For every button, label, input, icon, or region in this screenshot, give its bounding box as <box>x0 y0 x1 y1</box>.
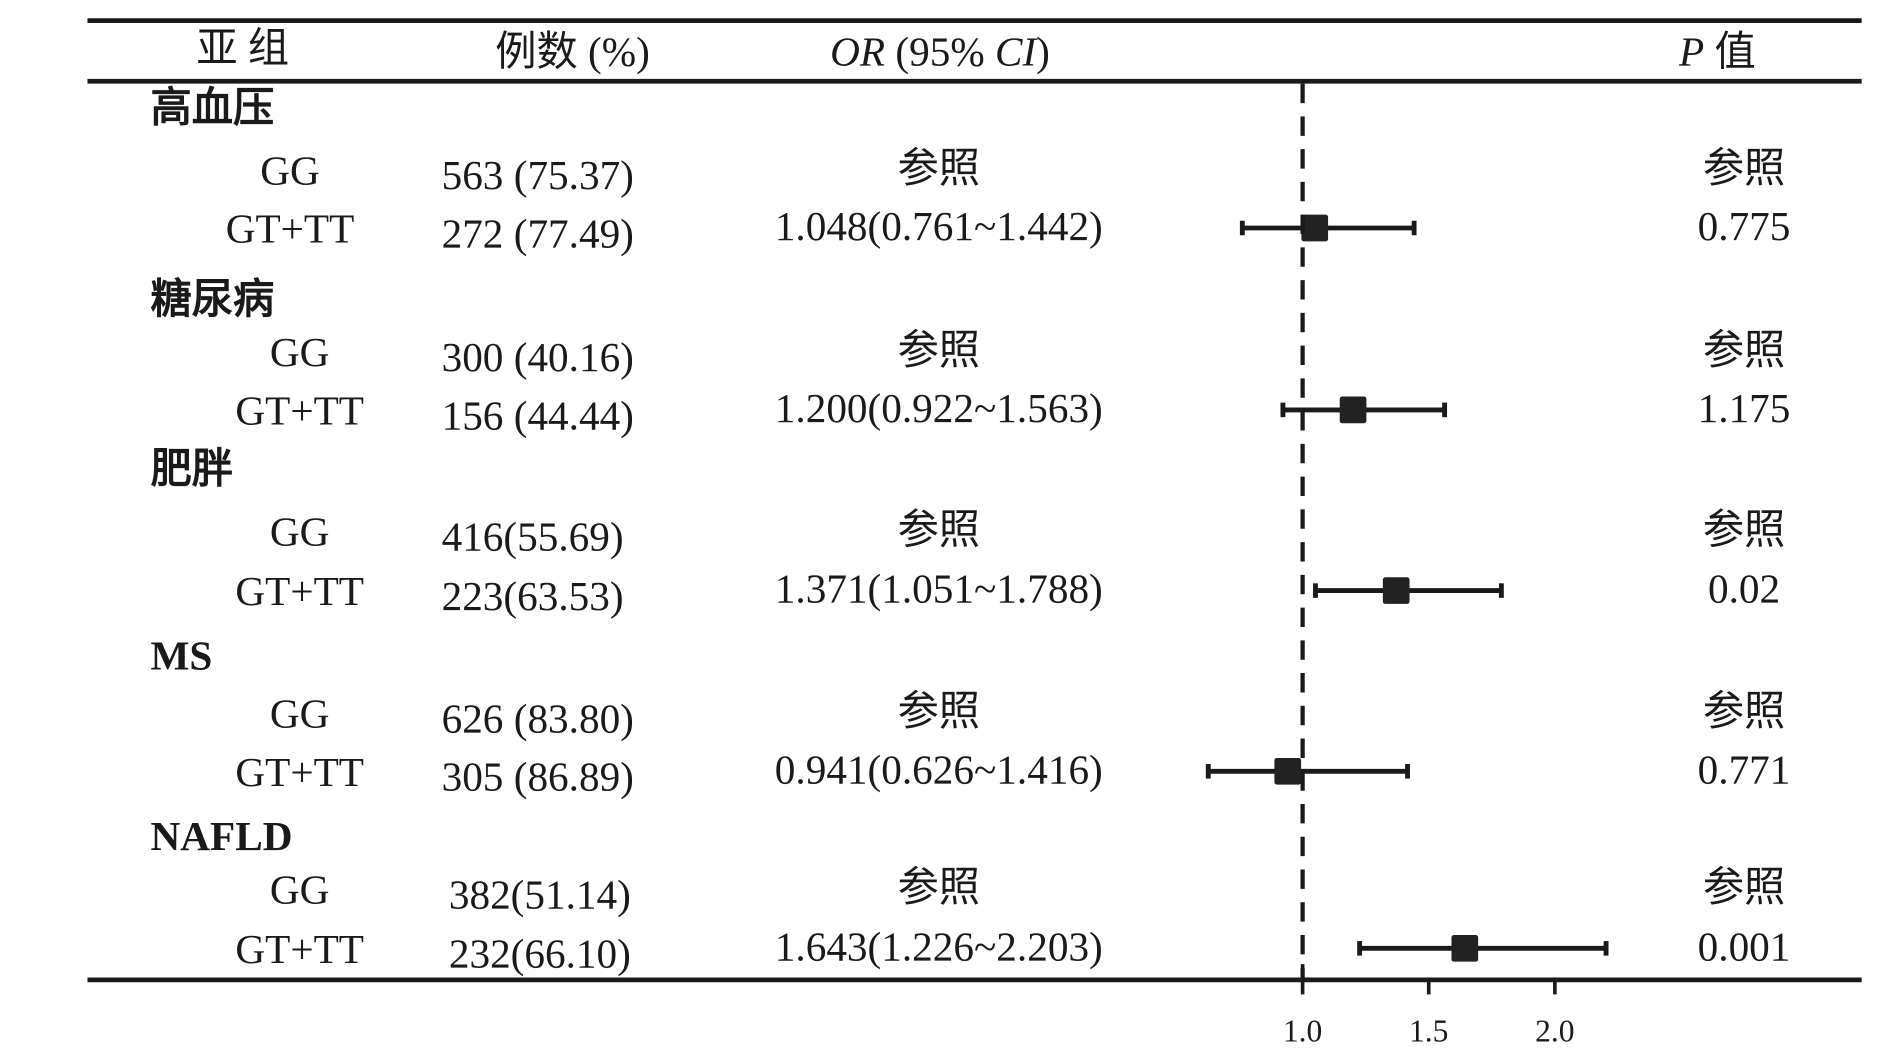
cases-cell: 305 (86.89) <box>442 754 634 801</box>
header-or-end: ) <box>1036 28 1050 75</box>
or-ci-cell: 参照 <box>898 506 980 552</box>
header-or-mid: (95% <box>885 28 995 75</box>
or-point-marker <box>1301 214 1329 242</box>
header-or-italic: OR <box>830 28 885 74</box>
cases-cell: 300 (40.16) <box>442 334 634 381</box>
forest-marks <box>1205 214 1609 962</box>
or-ci-cell: 1.200(0.922~1.563) <box>775 385 1103 432</box>
p-value-cell: 0.001 <box>1698 923 1791 969</box>
header-p-rest: 值 <box>1704 28 1756 74</box>
p-value-cell: 参照 <box>1703 506 1785 552</box>
or-point-marker <box>1274 757 1302 785</box>
or-ci-cell: 参照 <box>898 864 980 910</box>
cases-cell: 382(51.14) <box>449 871 631 918</box>
or-ci-cell: 参照 <box>898 327 980 373</box>
cases-cell: 563 (75.37) <box>442 152 634 199</box>
p-value-cell: 0.775 <box>1698 203 1791 249</box>
genotype-cell: GT+TT <box>235 749 364 795</box>
or-ci-cell: 1.643(1.226~2.203) <box>775 923 1103 970</box>
genotype-cell: GG <box>270 329 330 375</box>
cases-cell: 416(55.69) <box>442 514 624 561</box>
cases-cell: 232(66.10) <box>449 931 631 978</box>
p-value-cell: 参照 <box>1703 145 1785 191</box>
genotype-cell: GG <box>270 691 330 737</box>
group-label: MS <box>151 632 213 678</box>
p-value-cell: 参照 <box>1703 864 1785 910</box>
genotype-cell: GT+TT <box>235 387 364 433</box>
header-ci-italic: CI <box>995 28 1038 74</box>
group-label: NAFLD <box>151 813 293 859</box>
or-point-marker <box>1382 577 1410 604</box>
genotype-cell: GG <box>270 866 330 912</box>
or-ci-cell: 参照 <box>898 145 980 191</box>
genotype-cell: GT+TT <box>226 206 355 252</box>
or-point-marker <box>1339 396 1367 424</box>
x-tick-label: 1.0 <box>1283 1014 1322 1049</box>
x-tick-label: 2.0 <box>1535 1014 1574 1049</box>
p-value-cell: 0.02 <box>1708 566 1780 612</box>
header-p: P 值 <box>1678 28 1756 74</box>
genotype-cell: GG <box>260 147 320 193</box>
or-ci-cell: 1.371(1.051~1.788) <box>775 566 1103 613</box>
header-cases: 例数 (%) <box>495 28 650 75</box>
group-label: 高血压 <box>151 84 275 130</box>
header-or: OR (95% CI) <box>830 28 1050 75</box>
or-ci-cell: 参照 <box>898 688 980 734</box>
genotype-cell: GT+TT <box>235 926 364 972</box>
or-point-marker <box>1451 935 1479 962</box>
x-tick-label: 1.5 <box>1409 1014 1448 1049</box>
or-ci-cell: 0.941(0.626~1.416) <box>775 746 1103 793</box>
header-subgroup: 亚 组 <box>196 25 289 71</box>
p-value-cell: 参照 <box>1703 327 1785 373</box>
x-axis: 1.0 1.5 2.0 <box>1283 83 1575 1049</box>
cases-cell: 272 (77.49) <box>442 210 634 257</box>
cases-cell: 223(63.53) <box>442 573 624 620</box>
p-value-cell: 参照 <box>1703 688 1785 734</box>
or-ci-cell: 1.048(0.761~1.442) <box>775 203 1103 250</box>
cases-cell: 156 (44.44) <box>442 392 634 439</box>
cases-cell: 626 (83.80) <box>442 695 634 742</box>
group-label: 肥胖 <box>151 446 233 492</box>
p-value-cell: 0.771 <box>1698 746 1791 792</box>
p-value-cell: 1.175 <box>1698 385 1791 431</box>
group-label: 糖尿病 <box>151 276 275 322</box>
genotype-cell: GT+TT <box>235 568 364 614</box>
genotype-cell: GG <box>270 509 330 555</box>
header-p-italic: P <box>1678 28 1704 74</box>
